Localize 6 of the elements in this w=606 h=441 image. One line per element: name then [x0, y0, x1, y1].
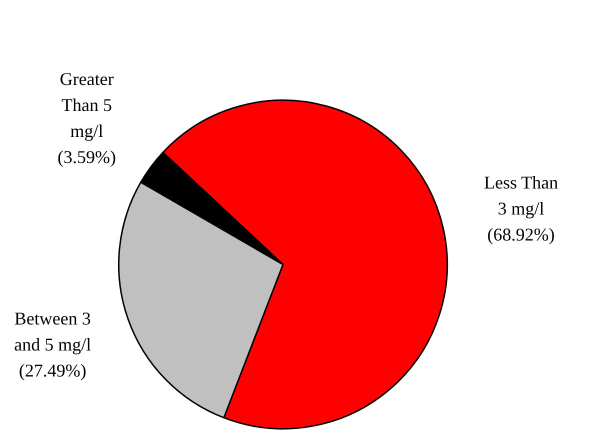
data-label: (3.59%) [58, 146, 116, 167]
slice-label: Less Than 3 mg/l [484, 172, 558, 219]
slice-label: Greater Than 5 mg/l [60, 68, 114, 141]
data-label: (27.49%) [18, 360, 86, 380]
slice-label: Between 3 and 5 mg/l [14, 308, 92, 354]
data-label: (68.92%) [487, 224, 555, 245]
